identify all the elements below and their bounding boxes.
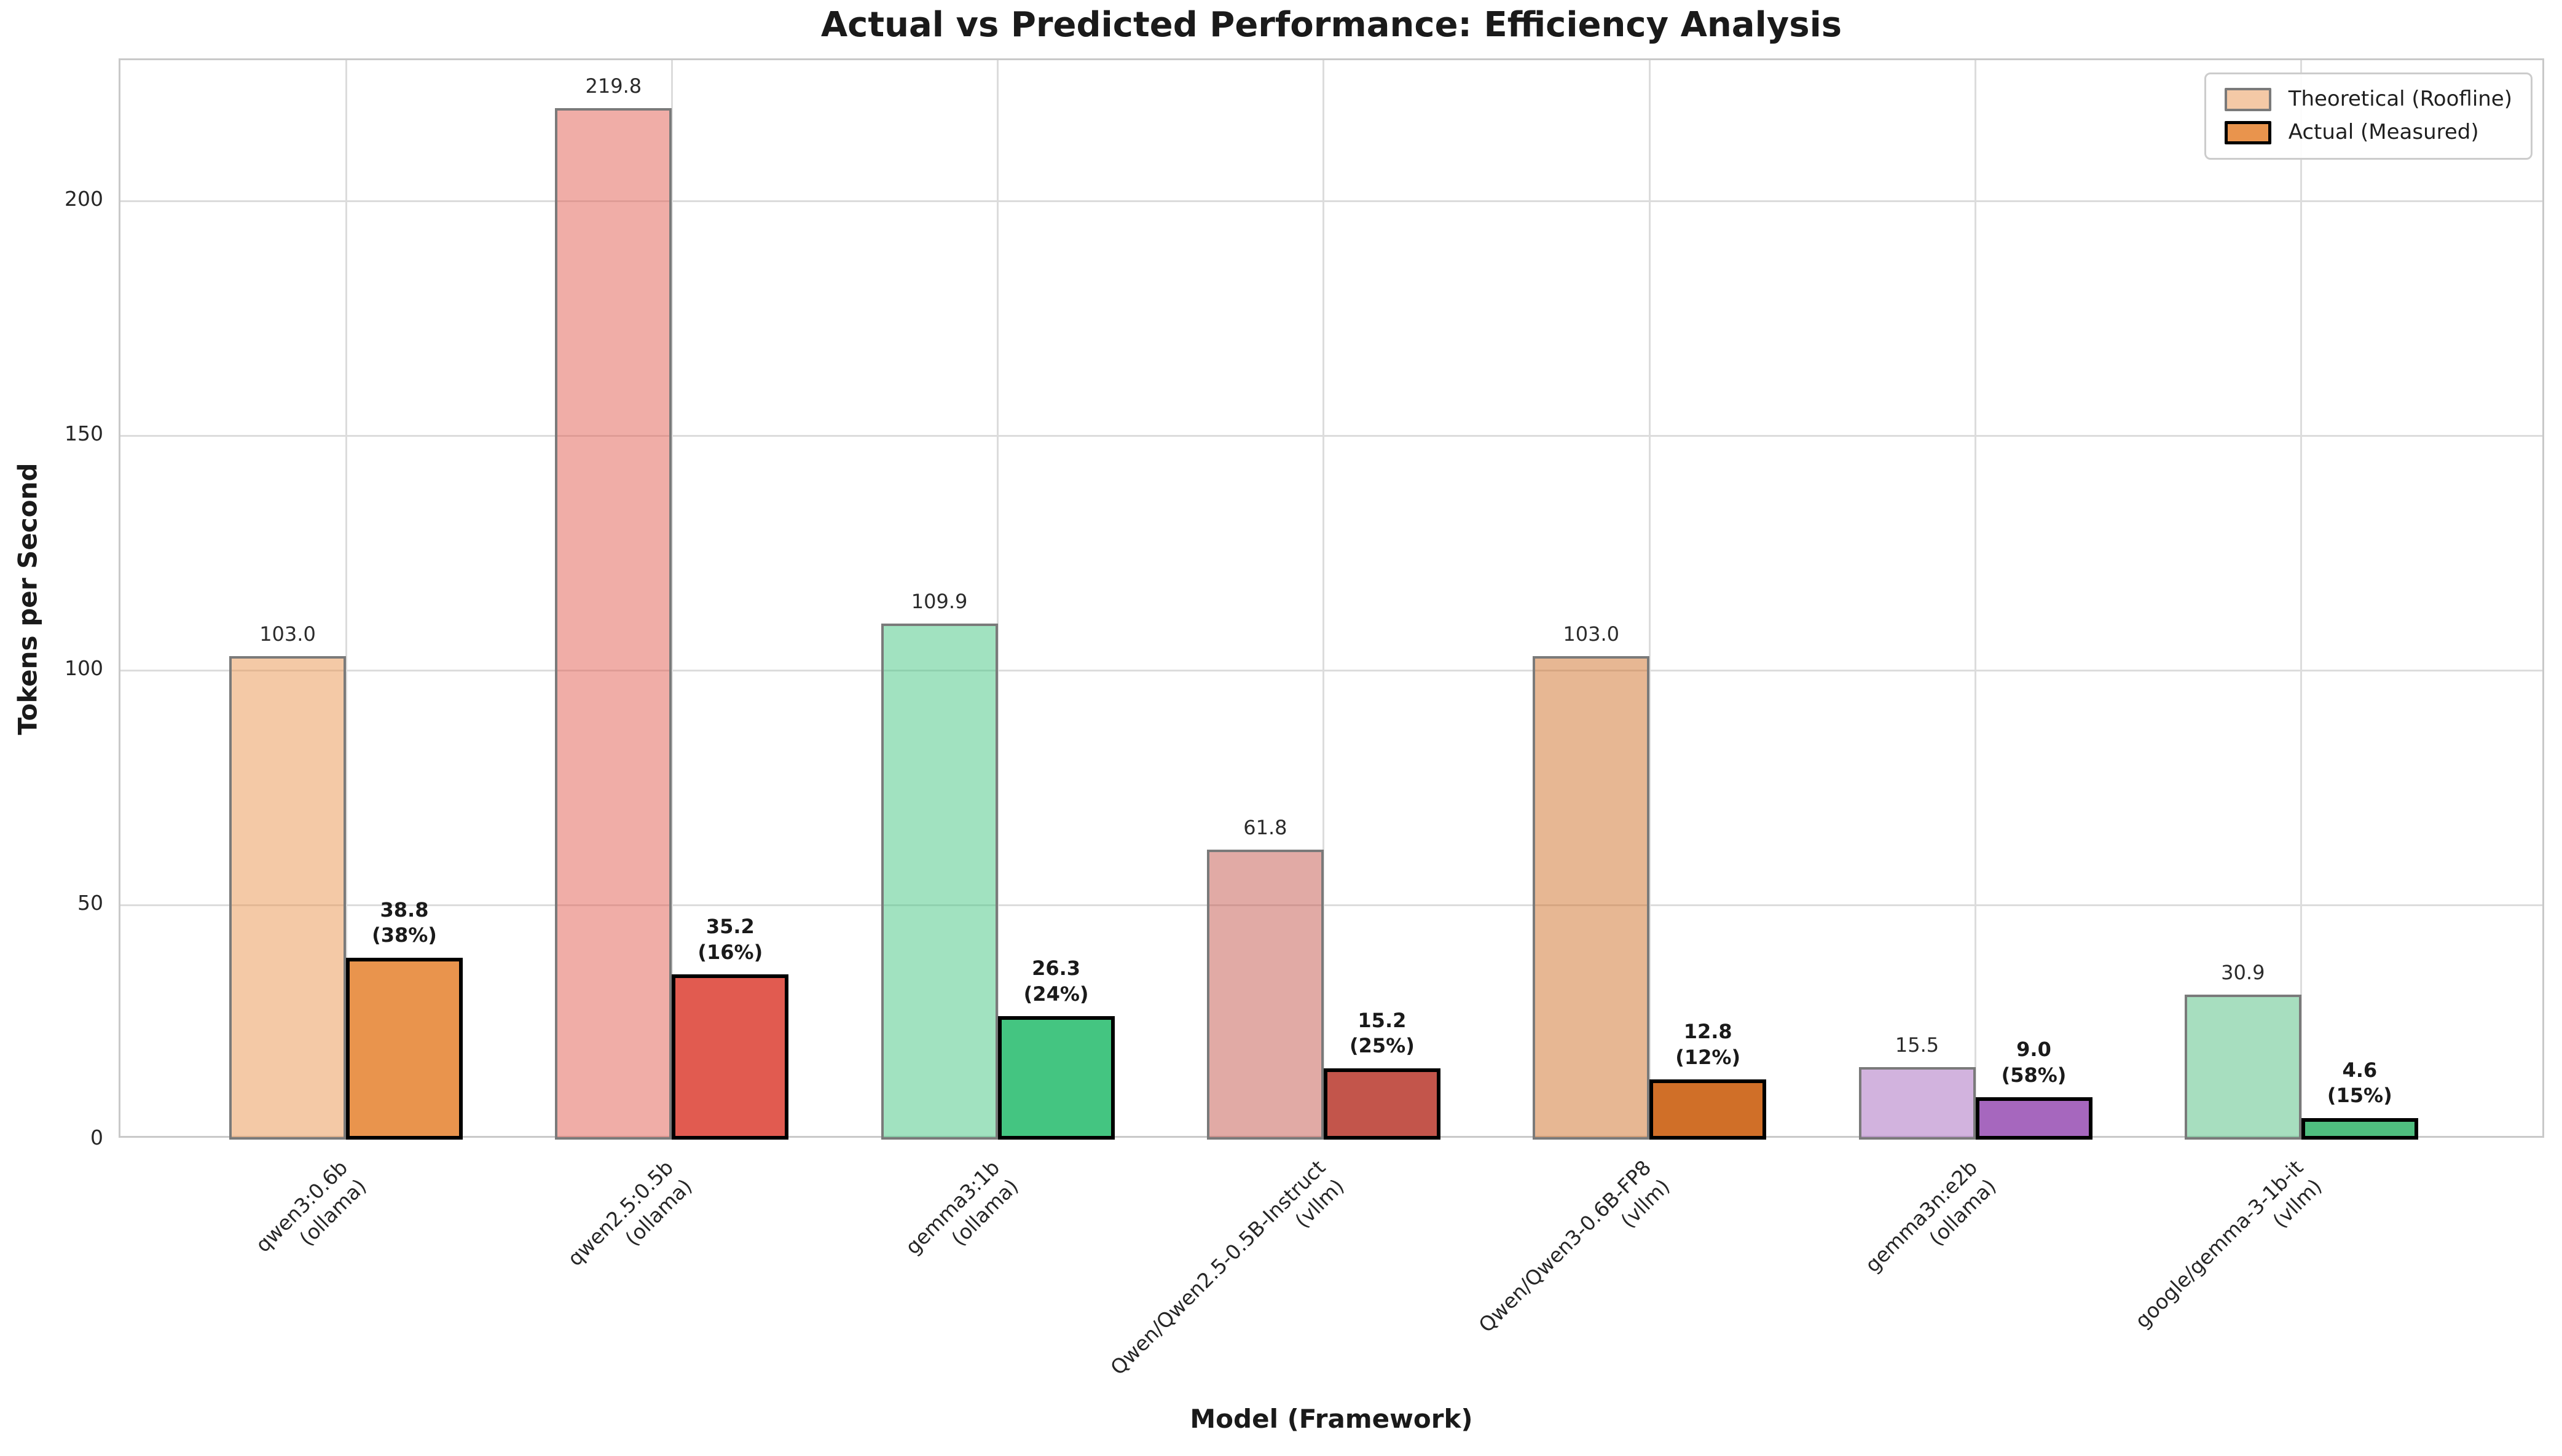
- bar-value-actual-4: 12.8 (12%): [1675, 1020, 1741, 1069]
- bar-theoretical-3: [1206, 849, 1324, 1140]
- bar-value-actual-6: 4.6 (15%): [2327, 1058, 2392, 1108]
- gridline-horizontal: [120, 669, 2542, 671]
- bar-value-theoretical-2: 109.9: [911, 590, 968, 614]
- legend-item-theoretical: Theoretical (Roofline): [2224, 87, 2512, 112]
- x-tick-label-text: gemma3n:e2b (ollama): [1860, 1155, 2001, 1277]
- chart-title: Actual vs Predicted Performance: Efficie…: [820, 5, 1842, 45]
- plot-area: 103.0 38.8 (38%) 219.8 35.2 (16%) 109.9 26.3 …: [119, 58, 2544, 1140]
- bar-theoretical-1: [555, 108, 672, 1140]
- bar-value-actual-1: 35.2 (16%): [697, 915, 763, 964]
- x-tick-label-2: gemma3:1b (ollama): [900, 1155, 1110, 1259]
- bar-theoretical-5: [1858, 1067, 1976, 1140]
- legend: Theoretical (Roofline) Actual (Measured): [2204, 72, 2533, 160]
- bar-value-actual-3: 15.2 (25%): [1349, 1008, 1415, 1058]
- bar-actual-3: [1323, 1068, 1440, 1140]
- gridline-vertical: [345, 60, 347, 1136]
- y-tick-label-0: 0: [90, 1125, 103, 1149]
- bar-theoretical-4: [1533, 656, 1650, 1140]
- legend-swatch-theoretical-icon: [2224, 88, 2271, 111]
- x-tick-label-3: Qwen/Qwen2.5-0.5B-Instruct (vllm): [1106, 1155, 1606, 1380]
- bar-value-actual-2: 26.3 (24%): [1023, 957, 1089, 1006]
- y-tick-label-100: 100: [65, 656, 103, 681]
- x-tick-label-1: qwen2.5:0.5b (ollama): [563, 1155, 800, 1271]
- x-tick-label-text: gemma3:1b (ollama): [900, 1155, 1023, 1259]
- gridline-vertical: [997, 60, 999, 1136]
- x-tick-label-5: gemma3n:e2b (ollama): [1860, 1155, 2113, 1277]
- bar-value-theoretical-4: 103.0: [1563, 622, 1619, 646]
- gridline-vertical: [1322, 60, 1325, 1136]
- bar-theoretical-2: [881, 624, 998, 1140]
- x-tick-label-0: qwen3:0.6b (ollama): [251, 1155, 455, 1257]
- y-tick-label-150: 150: [65, 421, 103, 446]
- bar-theoretical-0: [229, 656, 346, 1140]
- y-axis-title: Tokens per Second: [12, 463, 43, 735]
- bar-value-theoretical-1: 219.8: [585, 74, 642, 98]
- bar-actual-4: [1649, 1079, 1767, 1140]
- x-tick-label-text: Qwen/Qwen2.5-0.5B-Instruct (vllm): [1106, 1155, 1349, 1380]
- legend-label-theoretical: Theoretical (Roofline): [2288, 87, 2512, 112]
- bar-actual-5: [1975, 1097, 2092, 1140]
- x-tick-label-text: qwen2.5:0.5b (ollama): [563, 1155, 697, 1271]
- y-tick-label-200: 200: [65, 187, 103, 211]
- legend-label-actual: Actual (Measured): [2288, 120, 2479, 145]
- gridline-horizontal: [120, 200, 2542, 202]
- bar-actual-2: [997, 1016, 1115, 1140]
- bar-value-theoretical-5: 15.5: [1895, 1033, 1939, 1057]
- x-tick-label-4: Qwen/Qwen3-0.6B-FP8 (vllm): [1474, 1155, 1871, 1337]
- y-tick-label-50: 50: [77, 891, 103, 915]
- gridline-vertical: [1648, 60, 1651, 1136]
- bar-value-theoretical-0: 103.0: [259, 622, 316, 646]
- gridline-vertical: [1975, 60, 1976, 1136]
- bar-actual-0: [346, 957, 463, 1140]
- bar-value-theoretical-3: 61.8: [1243, 815, 1287, 839]
- bar-value-theoretical-6: 30.9: [2221, 960, 2265, 984]
- x-axis-title: Model (Framework): [1190, 1404, 1473, 1434]
- x-tick-label-text: qwen3:0.6b (ollama): [251, 1155, 371, 1257]
- gridline-horizontal: [120, 904, 2542, 906]
- legend-swatch-actual-icon: [2224, 121, 2271, 144]
- legend-item-actual: Actual (Measured): [2224, 120, 2512, 145]
- x-tick-label-6: google/gemma-3-1b-it (vllm): [2130, 1155, 2517, 1333]
- gridline-vertical: [670, 60, 673, 1136]
- bar-actual-1: [672, 974, 789, 1140]
- bar-value-actual-5: 9.0 (58%): [2001, 1038, 2067, 1087]
- gridline-vertical: [2300, 60, 2303, 1136]
- bar-actual-6: [2301, 1117, 2418, 1140]
- bar-theoretical-6: [2184, 994, 2301, 1140]
- bar-value-actual-0: 38.8 (38%): [372, 898, 437, 947]
- gridline-horizontal: [120, 434, 2542, 437]
- x-tick-label-text: google/gemma-3-1b-it (vllm): [2130, 1155, 2327, 1333]
